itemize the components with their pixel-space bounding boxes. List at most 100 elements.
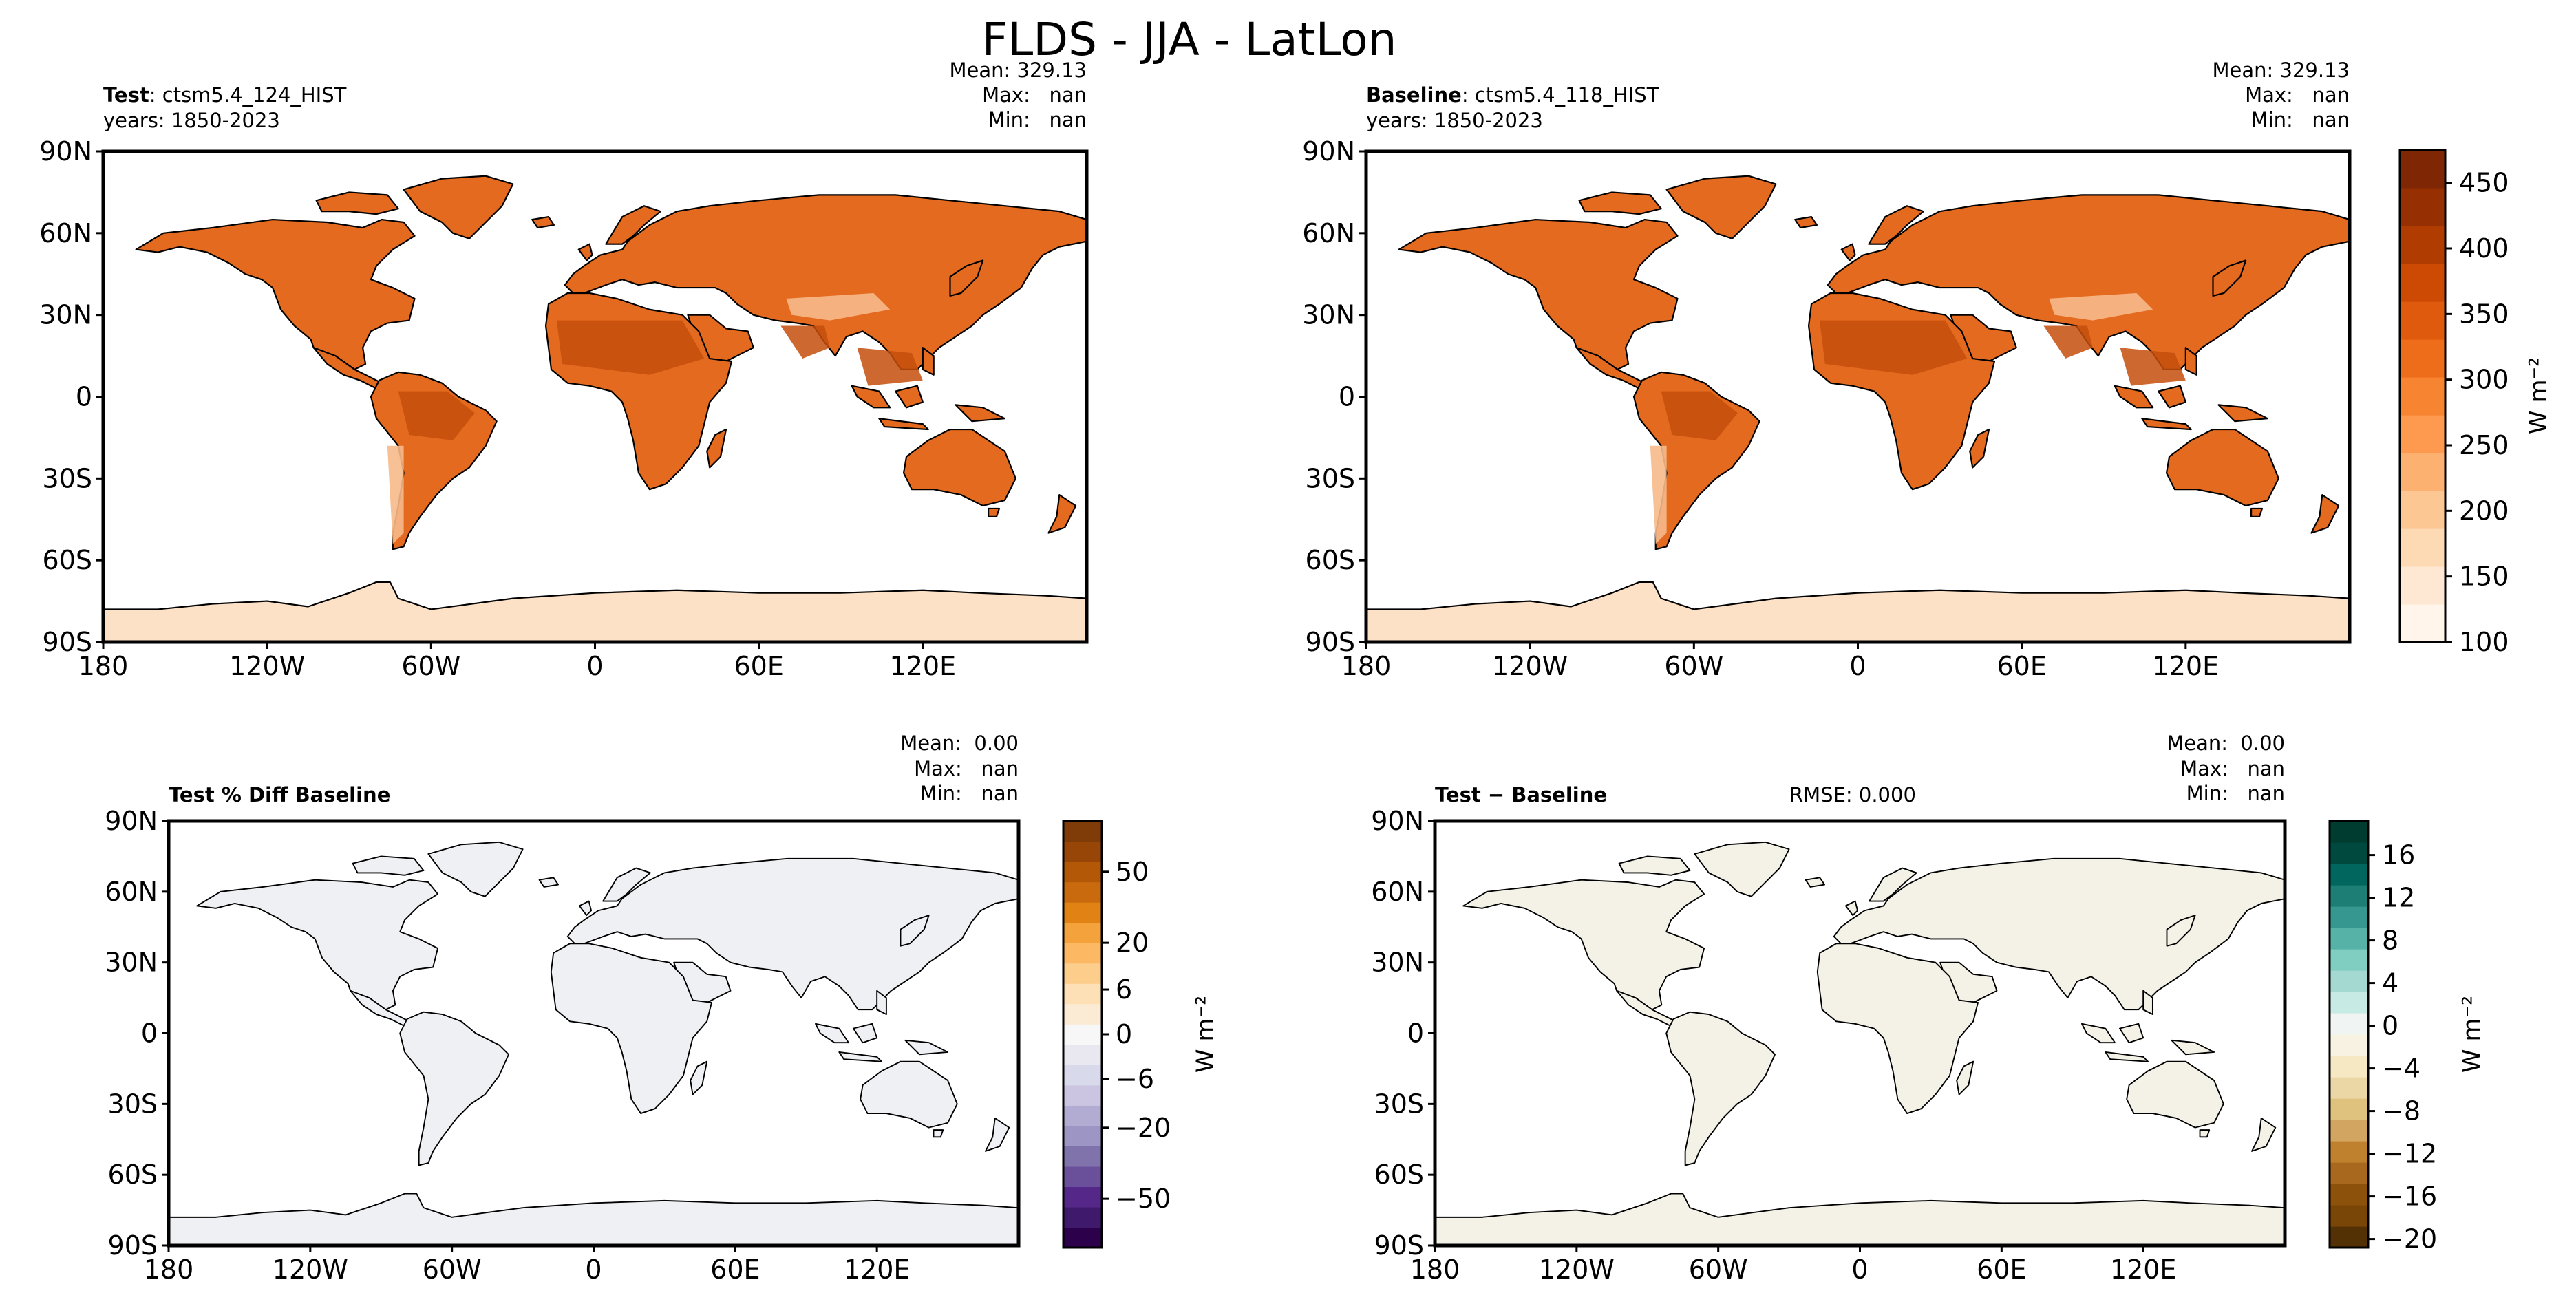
test-stat-min: Min: nan (988, 108, 1087, 131)
test-header-case: : ctsm5.4_124_HIST (149, 83, 347, 107)
colorbar-tick-label: 50 (1116, 857, 1149, 887)
pctdiff-map-eurasia (566, 857, 1019, 1011)
absdiff-map-north-america (1462, 879, 1705, 1011)
pctdiff-map-north-america (196, 879, 439, 1011)
baseline-map-greenland (1665, 175, 1777, 239)
test-map-greenland (403, 175, 514, 239)
lat-tick-label: 90N (1302, 136, 1355, 167)
pctdiff-header: Test % Diff Baseline (169, 783, 390, 806)
colorbar-tick-label: 0 (2382, 1011, 2398, 1041)
colorbar-band (2330, 949, 2368, 971)
baseline-map-shade-sea (2120, 348, 2186, 386)
colorbar-tick-label: −12 (2382, 1139, 2437, 1169)
lat-tick-label: 30S (108, 1089, 158, 1119)
lon-tick-label: 180 (1410, 1254, 1460, 1285)
lon-tick-label: 60W (423, 1254, 482, 1285)
baseline-map-antarctica (1366, 581, 2350, 642)
absdiff-map-eurasia (1833, 857, 2285, 1011)
lon-tick-label: 180 (144, 1254, 194, 1285)
lat-tick-label: 90S (1306, 627, 1355, 657)
colorbar-tick-label: −16 (2382, 1182, 2437, 1212)
lat-tick-label: 0 (76, 382, 92, 412)
absdiff-map-borneo (2118, 1023, 2144, 1044)
absdiff-map-australia (2126, 1060, 2224, 1129)
absdiff-map-new-guinea (2171, 1039, 2215, 1056)
absdiff-stat-mean: Mean: 0.00 (2167, 731, 2285, 755)
lat-tick-label: 60N (105, 877, 158, 907)
baseline-map-shade-sahara (1819, 320, 1968, 375)
colorbar-band (2330, 1226, 2368, 1248)
test-map-indonesia-1 (851, 385, 891, 409)
lat-tick-label: 30S (43, 463, 92, 493)
colorbar-band (2330, 992, 2368, 1014)
pctdiff-map-antarctica (169, 1193, 1019, 1245)
test-map-philippines (922, 347, 935, 376)
panel-abs-diff: Test − Baseline RMSE: 0.000 Mean: 0.00 M… (1371, 731, 2287, 1285)
colorbar-band (2400, 604, 2445, 643)
baseline-map-philippines (2184, 347, 2197, 376)
test-map-iceland (531, 215, 555, 229)
colorbar-band (1063, 1227, 1102, 1248)
baseline-map-canadian-arctic (1578, 191, 1662, 215)
colorbar-top-bands (2400, 150, 2445, 643)
test-header-bold: Test (103, 83, 149, 107)
baseline-map (1366, 175, 2350, 642)
test-map (103, 175, 1087, 642)
colorbar-tick-label: 450 (2459, 168, 2509, 198)
pctdiff-map-australia (860, 1060, 958, 1129)
svg-text:Baseline: ctsm5.4_118_HIST: Baseline: ctsm5.4_118_HIST (1366, 83, 1659, 107)
colorbar-tick-label: 4 (2382, 968, 2398, 998)
lon-tick-label: 120E (2110, 1254, 2177, 1285)
absdiff-map-philippines (2142, 990, 2153, 1016)
colorbar-tick-label: 150 (2459, 562, 2509, 592)
colorbar-abs-frame (2328, 820, 2370, 1249)
lat-tick-label: 30S (1306, 463, 1355, 493)
absdiff-map (1435, 841, 2285, 1245)
lon-tick-label: 120E (2153, 651, 2220, 681)
lat-tick-label: 90N (39, 136, 92, 167)
test-map-shade-sahara (556, 320, 705, 375)
colorbar-top-frame (2398, 149, 2447, 643)
baseline-map-madagascar (1969, 428, 1990, 469)
lon-tick-label: 60E (1977, 1254, 2026, 1285)
baseline-map-borneo (2158, 385, 2186, 409)
baseline-lat-ticks: 90N 60N 30N 0 30S 60S 90S (1302, 136, 1366, 657)
baseline-stat-mean: Mean: 329.13 (2213, 58, 2350, 82)
colorbar-band (2330, 1098, 2368, 1120)
baseline-map-light-tibet (2049, 292, 2153, 321)
colorbar-band (1063, 1024, 1102, 1045)
colorbar-tick-label: 300 (2459, 365, 2509, 395)
pctdiff-stat-max: Max: nan (914, 757, 1019, 780)
test-map-japan (949, 259, 984, 297)
colorbar-pct-ticks: 50 20 6 0 −6 −20 −50 (1102, 857, 1171, 1214)
pctdiff-map-tasmania (933, 1129, 944, 1138)
colorbar-band (2400, 491, 2445, 529)
colorbar-band (1063, 821, 1102, 842)
test-map-british-isles (577, 243, 593, 261)
panel-pct-diff: Test % Diff Baseline Mean: 0.00 Max: nan… (105, 731, 1021, 1285)
colorbar-pct: 50 20 6 0 −6 −20 −50 W m⁻² (1062, 820, 1220, 1249)
lat-tick-label: 90S (108, 1230, 158, 1261)
lat-tick-label: 60S (1374, 1159, 1424, 1190)
lat-tick-label: 30N (1371, 948, 1424, 978)
test-map-new-guinea (955, 404, 1005, 423)
baseline-map-japan (2212, 259, 2247, 297)
colorbar-tick-label: −6 (1116, 1064, 1154, 1094)
absdiff-lon-ticks: 180 120W 60W 0 60E 120E (1410, 1245, 2177, 1285)
absdiff-stat-max: Max: nan (2180, 757, 2285, 780)
absdiff-map-indonesia-2 (2105, 1051, 2149, 1062)
colorbar-band (2330, 842, 2368, 864)
absdiff-rmse: RMSE: 0.000 (1789, 783, 1916, 806)
colorbar-band (1063, 862, 1102, 883)
lon-tick-label: 0 (1849, 651, 1866, 681)
colorbar-band (2330, 885, 2368, 907)
lon-tick-label: 120E (844, 1254, 911, 1285)
colorbar-abs-unit: W m⁻² (2458, 996, 2486, 1073)
absdiff-map-iceland (1805, 877, 1825, 888)
lat-tick-label: 30N (1302, 300, 1355, 330)
pctdiff-map-british-isles (578, 900, 593, 917)
colorbar-band (2400, 301, 2445, 340)
colorbar-tick-label: −20 (1116, 1113, 1171, 1143)
pctdiff-stat-min: Min: nan (920, 782, 1019, 805)
colorbar-top-ticks: 450 400 350 300 250 200 150 100 (2445, 168, 2509, 657)
